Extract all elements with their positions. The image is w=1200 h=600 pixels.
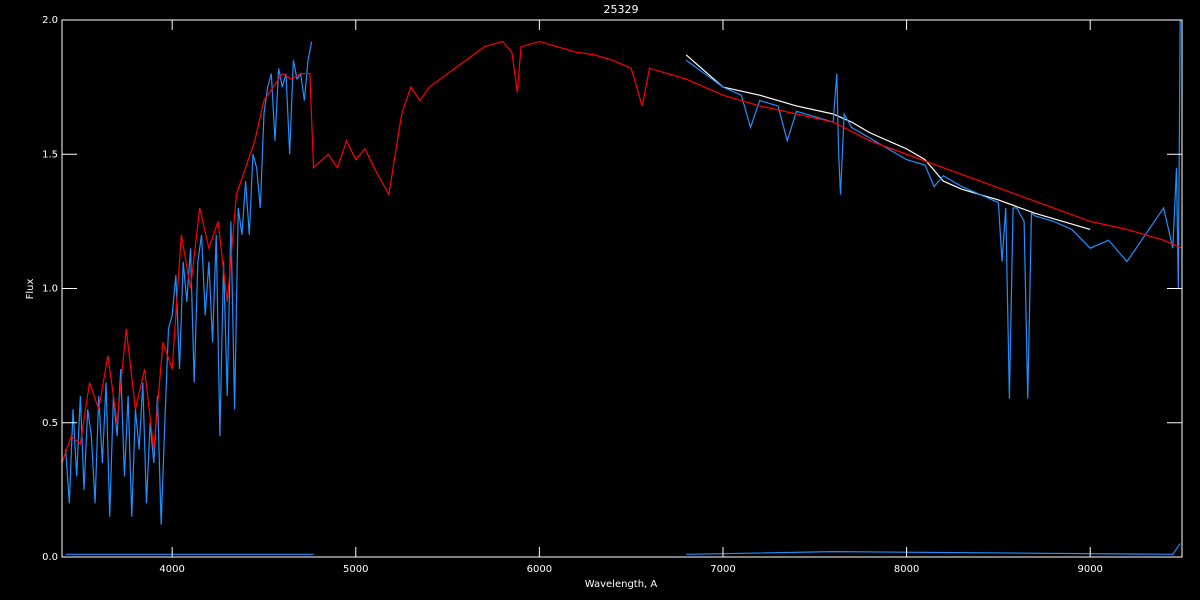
x-tick-label: 4000 (159, 564, 184, 575)
x-tick-label: 8000 (894, 564, 919, 575)
chart-title: 25329 (604, 3, 639, 16)
y-tick-label: 2.0 (42, 15, 58, 26)
y-tick-label: 1.0 (42, 284, 58, 295)
x-tick-label: 7000 (710, 564, 735, 575)
y-tick-label: 0.0 (42, 552, 58, 563)
y-tick-label: 1.5 (42, 149, 58, 160)
x-tick-label: 6000 (527, 564, 552, 575)
y-tick-label: 0.5 (42, 418, 58, 429)
spectrum-line (61, 40, 1183, 464)
x-tick-label: 5000 (343, 564, 368, 575)
x-axis-label: Wavelength, A (585, 579, 658, 590)
spectrum-line (685, 54, 1091, 231)
spectrum-line (65, 543, 1181, 555)
y-axis-label: Flux (25, 279, 36, 300)
x-tick-label: 9000 (1077, 564, 1102, 575)
